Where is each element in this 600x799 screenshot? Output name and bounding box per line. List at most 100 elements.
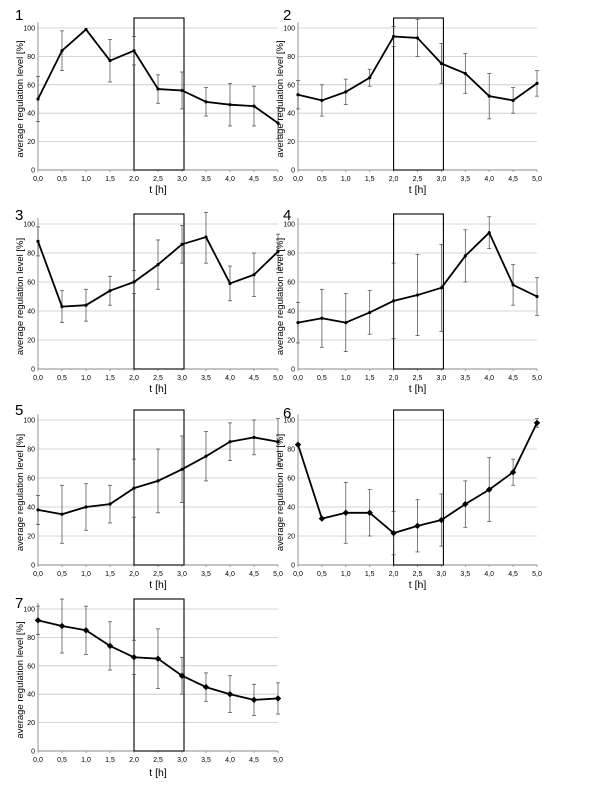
data-point [487,231,491,235]
panel-number: 6 [283,405,291,422]
x-axis-label: t [h] [409,579,427,591]
y-tick-label: 60 [27,476,35,483]
panel-number: 4 [283,207,291,224]
x-tick-label: 0,0 [293,571,303,578]
data-point-marker [486,486,493,493]
x-axis-label: t [h] [149,579,167,591]
data-point [252,435,256,439]
data-point [463,71,467,76]
data-point [84,505,88,509]
y-tick-label: 60 [27,280,35,287]
data-point [511,283,515,287]
data-point-marker [130,654,138,661]
x-tick-label: 2,5 [413,375,423,382]
x-tick-label: 4,5 [249,571,259,578]
data-point [439,286,443,290]
y-tick-label: 0 [291,367,295,374]
chart-panel-2: 0 20 40 60 80 100 0,0 0,5 1,0 1,5 2,0 2,5 3,0 3,5 4,0 4… [275,7,542,196]
panel-number: 5 [15,402,23,419]
y-tick-label: 100 [283,26,295,33]
data-point-marker [294,441,302,448]
data-point-marker [414,522,421,530]
data-point [228,103,232,107]
x-tick-label: 3,5 [201,375,211,382]
data-point [392,299,396,303]
data-point-marker [226,691,234,698]
x-tick-label: 5,0 [273,571,283,578]
x-tick-label: 3,5 [201,571,211,578]
data-point [368,76,372,80]
x-tick-label: 2,5 [153,571,163,578]
y-tick-label: 20 [287,338,295,345]
chart-panel-5: 0 20 40 60 80 100 0,0 0,5 1,0 1,5 2,0 2,5 3,0 3,5 4,0 4… [15,402,283,591]
y-tick-label: 80 [287,54,295,61]
y-tick-label: 100 [23,418,35,425]
x-tick-label: 3,0 [177,571,187,578]
x-tick-label: 1,0 [341,176,351,183]
data-point [132,486,136,490]
x-tick-label: 5,0 [532,375,542,382]
chart-panel-1: 0 20 40 60 80 100 0,0 0,5 1,0 1,5 2,0 2,5 3,0 3,5 4,0 4… [15,7,283,196]
y-tick-label: 40 [27,692,35,699]
x-tick-label: 4,0 [225,176,235,183]
x-tick-label: 2,0 [389,375,399,382]
y-tick-label: 80 [27,54,35,61]
y-tick-label: 20 [27,338,35,345]
panel-number: 1 [15,7,23,24]
data-point-marker [366,509,373,516]
y-tick-label: 100 [283,418,295,425]
x-tick-label: 1,5 [105,176,115,183]
y-tick-label: 20 [27,534,35,541]
data-point-marker [533,419,541,427]
y-tick-label: 100 [23,222,35,229]
data-point [36,97,40,101]
data-point [276,440,280,444]
data-point-marker [202,683,210,691]
y-tick-label: 40 [27,111,35,118]
y-axis-label: average regulation level [%] [275,40,286,157]
y-tick-label: 0 [291,563,295,570]
x-tick-label: 3,0 [177,757,187,764]
x-tick-label: 2,5 [153,375,163,382]
x-tick-label: 3,5 [201,757,211,764]
y-axis-label: average regulation level [%] [15,434,26,551]
x-axis-label: t [h] [149,767,167,779]
data-point [344,90,348,94]
x-tick-label: 4,5 [249,375,259,382]
data-point-marker [318,515,326,522]
x-tick-label: 1,0 [341,375,351,382]
x-tick-label: 4,5 [508,375,518,382]
y-tick-label: 80 [27,635,35,642]
x-tick-label: 3,5 [201,176,211,183]
data-point [36,239,40,243]
panel-number: 2 [283,7,291,24]
x-axis-label: t [h] [149,184,167,196]
chart-panel-3: 0 20 40 60 80 100 0,0 0,5 1,0 1,5 2,0 2,5 3,0 3,5 4,0 4… [15,207,283,395]
y-tick-label: 0 [291,168,295,175]
data-point [296,93,300,97]
x-tick-label: 1,5 [365,375,375,382]
x-tick-label: 5,0 [273,757,283,764]
data-point [252,273,256,277]
data-point [276,249,280,254]
data-point-marker [58,622,66,630]
data-point [60,49,64,53]
y-tick-label: 80 [27,447,35,454]
x-axis-label: t [h] [409,184,427,196]
x-tick-label: 3,5 [460,375,470,382]
y-axis-label: average regulation level [%] [15,40,26,157]
data-point [180,242,184,246]
x-tick-label: 3,5 [460,176,470,183]
y-tick-label: 0 [31,168,35,175]
x-tick-label: 1,0 [81,375,91,382]
y-tick-label: 60 [287,476,295,483]
x-tick-label: 1,5 [365,571,375,578]
y-axis-label: average regulation level [%] [275,238,286,355]
data-point-marker [274,695,282,702]
x-tick-label: 2,5 [153,757,163,764]
data-point-marker [178,672,186,679]
x-tick-label: 0,5 [57,375,67,382]
data-point [108,59,112,63]
data-point-marker [342,509,349,516]
x-tick-label: 3,0 [437,176,447,183]
